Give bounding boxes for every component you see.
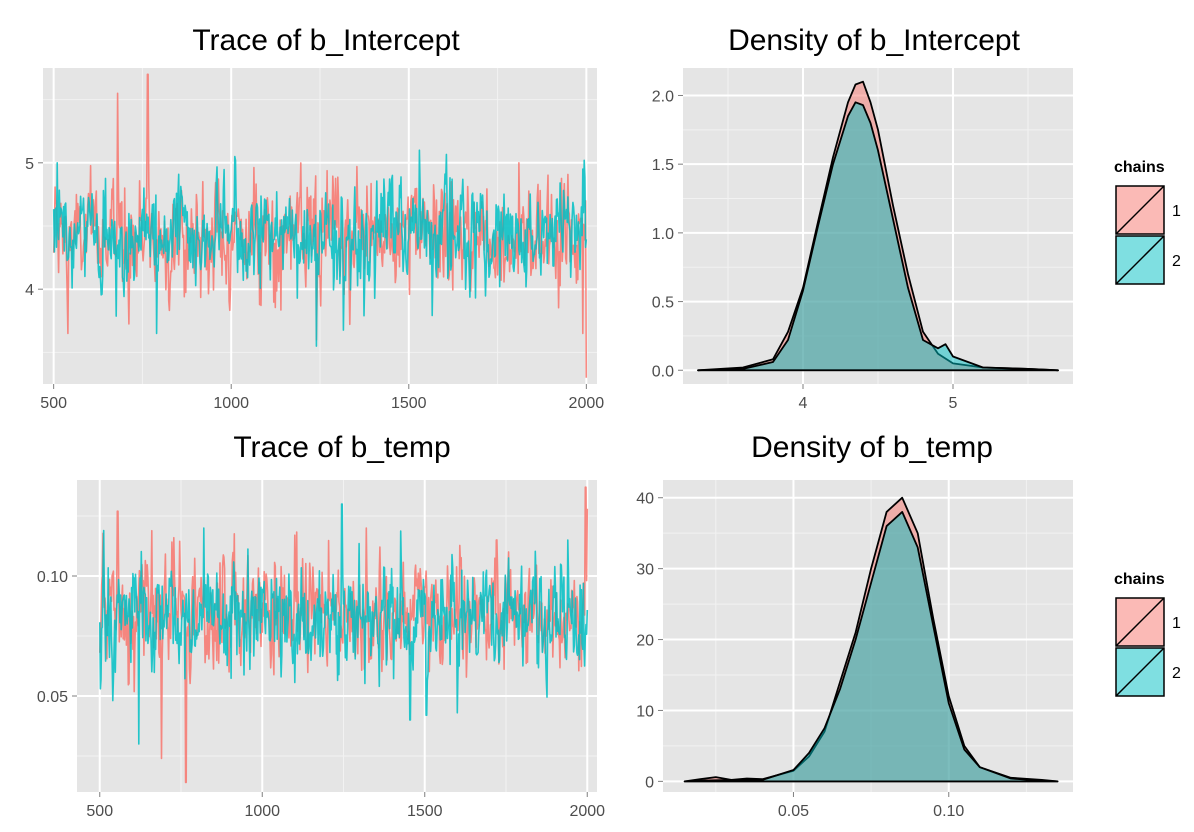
legend: chains 1 2	[1114, 159, 1181, 285]
chart-title: Density of b_temp	[751, 431, 993, 464]
trace-series-1	[52, 73, 588, 378]
y-tick-label: 0.10	[37, 569, 68, 586]
legend-key-slash	[1115, 185, 1165, 235]
legend-key-slash	[1115, 235, 1165, 285]
density-temp: Density of b_temp 0.05 0.10 0 10 20 30 40 chains…	[636, 431, 1181, 820]
y-tick-label: 1.5	[652, 157, 674, 174]
trace-series-2	[52, 149, 588, 347]
legend-label: 1	[1172, 203, 1181, 220]
y-tick-label: 0	[645, 774, 654, 791]
x-tick-label: 500	[86, 803, 113, 820]
density-series-2	[683, 511, 1059, 783]
x-tick-label: 4	[799, 395, 808, 412]
density-series-2	[697, 101, 1059, 372]
legend-title: chains	[1114, 159, 1165, 176]
legend-key-slash	[1115, 597, 1165, 647]
plot-area	[683, 496, 1059, 783]
legend-item-2: 2	[1115, 235, 1181, 285]
x-tick-label: 2000	[569, 395, 605, 412]
plot-area	[52, 73, 588, 378]
trace-series-2	[99, 503, 589, 745]
chart-title: Trace of b_Intercept	[192, 24, 460, 57]
y-tick-label: 5	[25, 156, 34, 173]
y-tick-label: 4	[25, 282, 34, 299]
plot-area	[99, 486, 589, 784]
y-tick-label: 0.05	[37, 689, 68, 706]
legend-key-slash	[1115, 647, 1165, 697]
legend-label: 2	[1172, 253, 1181, 270]
x-tick-label: 0.05	[778, 803, 809, 820]
x-tick-label: 0.10	[933, 803, 964, 820]
x-tick-label: 5	[949, 395, 958, 412]
legend: chains 1 2	[1114, 571, 1181, 697]
x-tick-label: 1000	[244, 803, 280, 820]
chart-title: Density of b_Intercept	[728, 24, 1020, 57]
y-tick-label: 0.5	[652, 295, 674, 312]
x-tick-label: 2000	[569, 803, 605, 820]
y-tick-label: 10	[636, 703, 654, 720]
legend-item-2: 2	[1115, 647, 1181, 697]
plot-area	[697, 80, 1059, 372]
y-tick-label: 40	[636, 491, 654, 508]
legend-title: chains	[1114, 571, 1165, 588]
x-tick-label: 500	[40, 395, 67, 412]
y-tick-label: 30	[636, 562, 654, 579]
legend-item-1: 1	[1115, 597, 1181, 647]
density-intercept: Density of b_Intercept 4 5 0.0 0.5 1.0 1.5 2.0 c…	[652, 24, 1181, 412]
trace-intercept: Trace of b_Intercept 500 1000 1500 2000 4 5	[25, 24, 604, 412]
x-tick-label: 1500	[407, 803, 443, 820]
legend-label: 2	[1172, 665, 1181, 682]
chart-title: Trace of b_temp	[233, 431, 450, 464]
y-tick-label: 1.0	[652, 226, 674, 243]
y-tick-label: 20	[636, 633, 654, 650]
legend-label: 1	[1172, 615, 1181, 632]
trace-temp: Trace of b_temp 500 1000 1500 2000 0.05 0.10	[37, 431, 605, 820]
y-tick-label: 0.0	[652, 363, 674, 380]
x-tick-label: 1000	[213, 395, 249, 412]
x-tick-label: 1500	[391, 395, 427, 412]
y-tick-label: 2.0	[652, 88, 674, 105]
legend-item-1: 1	[1115, 185, 1181, 235]
